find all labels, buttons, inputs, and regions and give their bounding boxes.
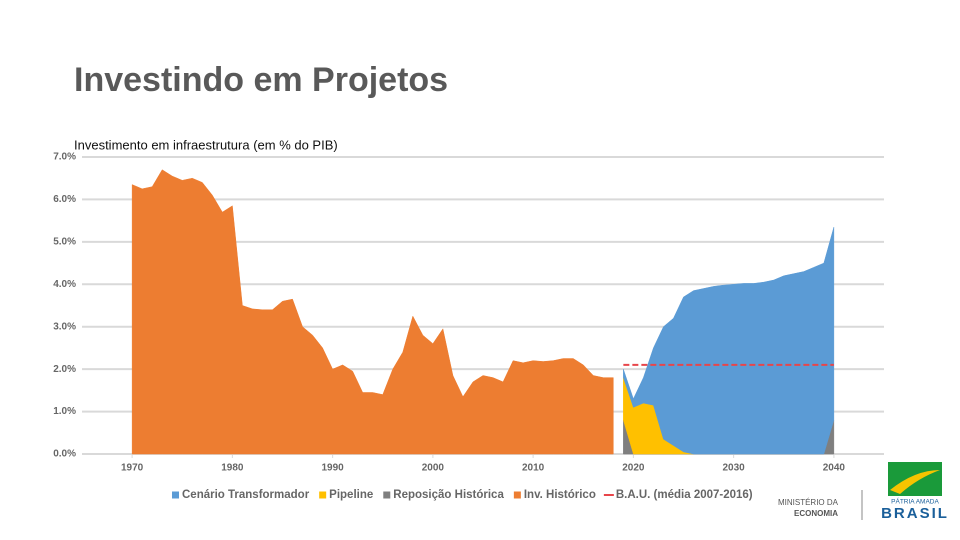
- y-tick-label: 0.0%: [53, 449, 76, 460]
- legend-label: B.A.U. (média 2007-2016): [616, 489, 753, 501]
- legend-label: Inv. Histórico: [524, 489, 596, 501]
- x-tick-label: 2040: [823, 463, 846, 474]
- ministry-logo: MINISTÉRIO DA ECONOMIA: [778, 490, 863, 520]
- chart-subtitle: Investimento em infraestrutura (em % do …: [74, 137, 338, 152]
- x-tick-label: 1970: [121, 463, 144, 474]
- brand-line: PÁTRIA AMADA: [891, 497, 939, 506]
- y-tick-label: 5.0%: [53, 236, 76, 247]
- ministry-line: MINISTÉRIO DA: [778, 498, 839, 507]
- x-tick-label: 1980: [221, 463, 244, 474]
- y-tick-label: 6.0%: [53, 194, 76, 205]
- legend-swatch: [383, 491, 391, 499]
- x-tick-label: 2000: [422, 463, 445, 474]
- area: [623, 226, 835, 455]
- ministry-line: ECONOMIA: [794, 509, 838, 518]
- legend-swatch: [172, 491, 179, 499]
- legend-label: Cenário Transformador: [182, 489, 310, 501]
- legend-swatch: [513, 491, 521, 499]
- y-tick-label: 2.0%: [53, 364, 76, 375]
- x-tick-label: 2010: [522, 463, 545, 474]
- legend-label: Reposição Histórica: [393, 489, 504, 501]
- y-tick-label: 4.0%: [53, 279, 76, 290]
- y-tick-label: 7.0%: [53, 152, 76, 163]
- x-tick-label: 2030: [723, 463, 746, 474]
- brand-logo: PÁTRIA AMADA BRASIL: [881, 462, 949, 522]
- plot: 0.0% 1.0% 2.0% 3.0% 4.0% 5.0% 6.0% 7.0% 1970 1980…: [53, 152, 884, 501]
- x-tick-label: 1990: [322, 463, 345, 474]
- legend-label: Pipeline: [329, 489, 373, 501]
- y-tick-label: 3.0%: [53, 321, 76, 332]
- x-tick-label: 2020: [622, 463, 645, 474]
- area: [131, 169, 614, 455]
- brand-line: BRASIL: [881, 505, 949, 522]
- flag-swoosh: [890, 470, 940, 494]
- legend-swatch: [319, 491, 327, 499]
- y-tick-label: 1.0%: [53, 406, 76, 417]
- slide-title: Investindo em Projetos: [74, 61, 448, 99]
